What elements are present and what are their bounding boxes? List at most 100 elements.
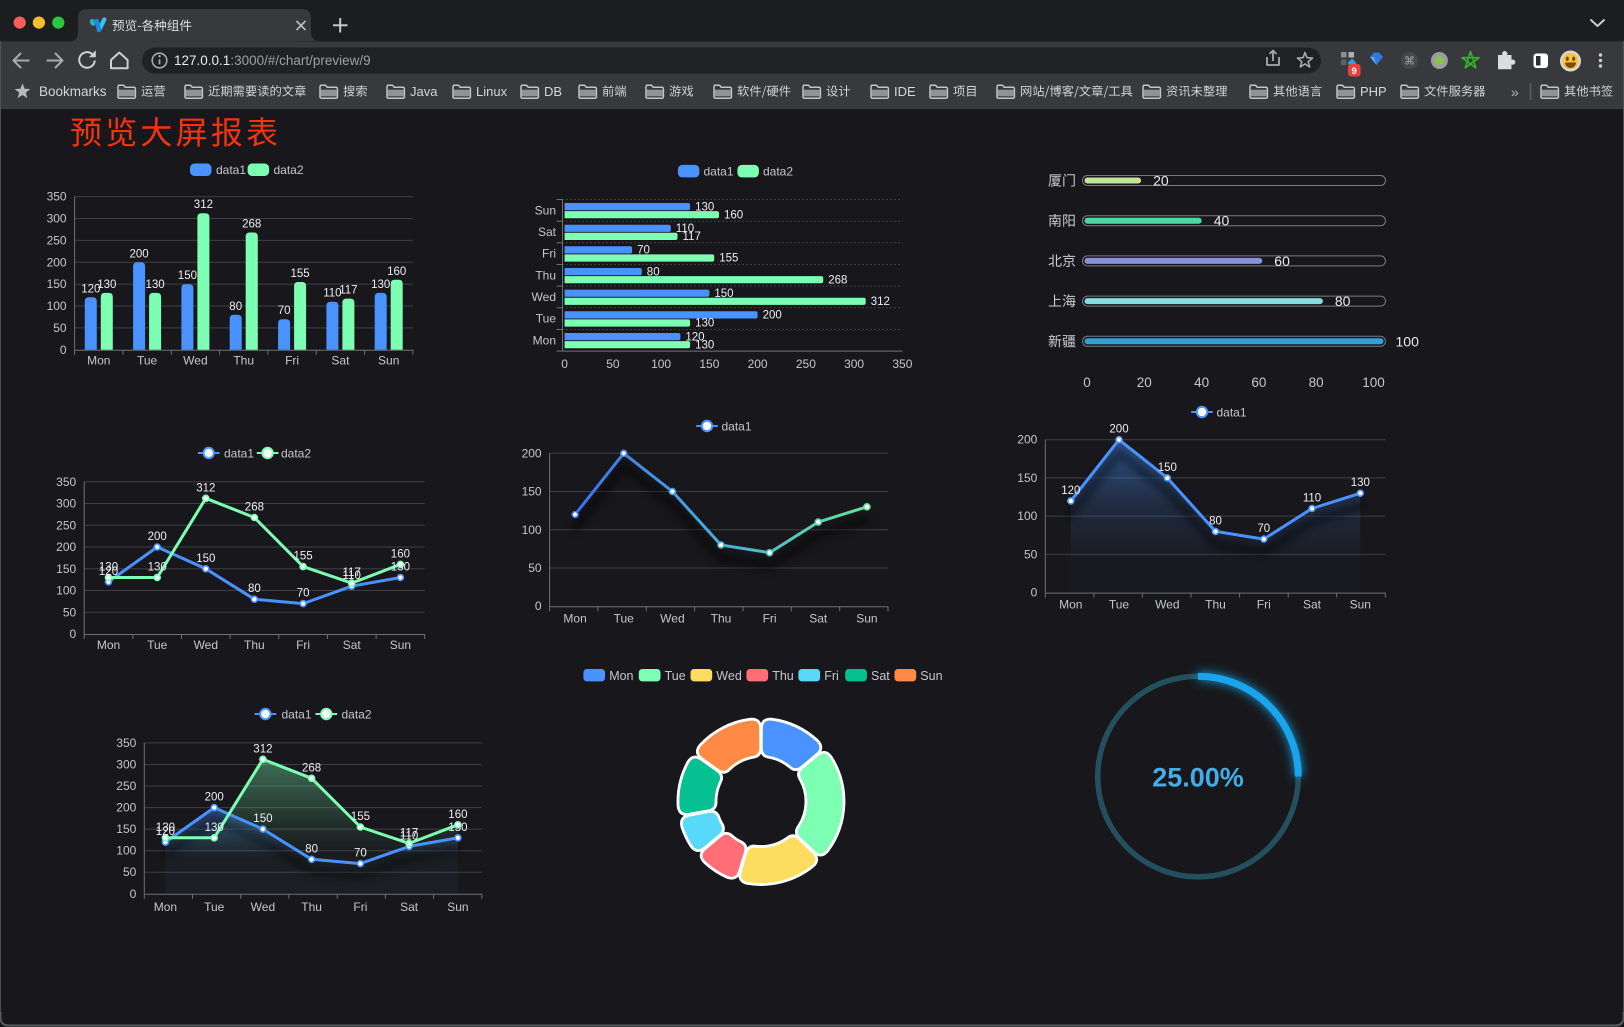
svg-text:117: 117	[683, 231, 701, 243]
svg-text:130: 130	[205, 822, 224, 834]
svg-text:»: »	[1511, 84, 1519, 100]
svg-text:20: 20	[1137, 375, 1152, 390]
svg-text:40: 40	[1214, 213, 1230, 229]
svg-text:40: 40	[1194, 375, 1209, 390]
svg-text:200: 200	[130, 248, 149, 260]
svg-text:130: 130	[148, 562, 167, 574]
svg-text:data2: data2	[342, 707, 372, 721]
svg-text:70: 70	[1257, 523, 1270, 535]
svg-text:155: 155	[351, 811, 370, 823]
svg-text:350: 350	[892, 357, 912, 371]
svg-text:Fri: Fri	[763, 612, 777, 626]
svg-text:130: 130	[391, 562, 410, 574]
svg-text:Fri: Fri	[285, 354, 299, 368]
svg-text:130: 130	[97, 279, 116, 291]
svg-text:130: 130	[156, 822, 175, 834]
svg-text:150: 150	[196, 553, 215, 565]
svg-text:130: 130	[695, 201, 714, 213]
svg-text:Fri: Fri	[824, 669, 839, 683]
svg-text:200: 200	[116, 801, 136, 815]
svg-text:300: 300	[844, 357, 864, 371]
svg-text:Sun: Sun	[856, 612, 877, 626]
svg-text:127.0.0.1:3000/#/chart/preview: 127.0.0.1:3000/#/chart/preview/9	[174, 53, 371, 68]
svg-text:Java: Java	[410, 84, 438, 99]
svg-text:Wed: Wed	[183, 354, 207, 368]
svg-text:150: 150	[699, 357, 719, 371]
svg-text:50: 50	[528, 561, 542, 575]
svg-text:150: 150	[1017, 471, 1037, 485]
svg-text:Wed: Wed	[194, 638, 218, 652]
svg-text:268: 268	[302, 762, 321, 774]
svg-text:data1: data1	[704, 164, 734, 178]
svg-text:130: 130	[695, 339, 714, 351]
svg-text:130: 130	[448, 822, 467, 834]
svg-text:117: 117	[343, 567, 361, 579]
svg-text:DB: DB	[544, 84, 562, 99]
svg-text:data2: data2	[763, 164, 793, 178]
svg-text:312: 312	[194, 199, 213, 211]
svg-text:Mon: Mon	[87, 354, 110, 368]
svg-text:Thu: Thu	[772, 669, 794, 683]
svg-text:Tue: Tue	[147, 638, 168, 652]
svg-text:200: 200	[148, 531, 167, 543]
svg-text:20: 20	[1153, 173, 1169, 189]
svg-text:⌘: ⌘	[1404, 55, 1415, 67]
svg-text:100: 100	[1396, 333, 1420, 349]
svg-text:0: 0	[70, 627, 77, 641]
svg-text:150: 150	[522, 485, 542, 499]
svg-text:268: 268	[828, 274, 847, 286]
svg-text:150: 150	[56, 562, 76, 576]
svg-text:Linux: Linux	[476, 84, 508, 99]
svg-text:155: 155	[294, 551, 313, 563]
svg-text:100: 100	[1017, 509, 1037, 523]
svg-text:80: 80	[1309, 375, 1324, 390]
svg-text:155: 155	[719, 253, 738, 265]
svg-text:200: 200	[205, 792, 224, 804]
svg-text:50: 50	[1024, 547, 1038, 561]
svg-text:130: 130	[371, 279, 390, 291]
svg-text:120: 120	[81, 283, 100, 295]
svg-text:150: 150	[47, 277, 67, 291]
svg-text:70: 70	[637, 245, 650, 257]
svg-text:100: 100	[116, 844, 136, 858]
svg-text:80: 80	[305, 843, 318, 855]
svg-text:Sat: Sat	[343, 638, 362, 652]
svg-text:150: 150	[178, 270, 197, 282]
svg-text:Sat: Sat	[871, 669, 890, 683]
svg-text:350: 350	[47, 190, 67, 204]
svg-text:150: 150	[714, 288, 733, 300]
svg-text:250: 250	[47, 233, 67, 247]
svg-text:250: 250	[56, 518, 76, 532]
svg-text:100: 100	[651, 357, 671, 371]
svg-text:Mon: Mon	[154, 900, 177, 914]
svg-text:268: 268	[242, 219, 261, 231]
svg-text:Sun: Sun	[378, 354, 399, 368]
svg-text:Sat: Sat	[400, 900, 419, 914]
svg-text:Thu: Thu	[535, 268, 556, 282]
svg-text:0: 0	[535, 599, 542, 613]
svg-text:120: 120	[156, 826, 175, 838]
svg-text:120: 120	[1061, 485, 1080, 497]
svg-text:Mon: Mon	[97, 638, 120, 652]
svg-text:150: 150	[116, 822, 136, 836]
svg-text:Tue: Tue	[536, 312, 557, 326]
svg-text:Wed: Wed	[251, 900, 275, 914]
svg-text:IDE: IDE	[894, 84, 916, 99]
svg-text:Mon: Mon	[533, 333, 556, 347]
svg-text:70: 70	[354, 848, 367, 860]
svg-text:160: 160	[391, 548, 410, 560]
svg-text:25.00%: 25.00%	[1152, 763, 1244, 793]
svg-text:data1: data1	[1217, 405, 1247, 419]
svg-text:130: 130	[1351, 477, 1370, 489]
svg-text:300: 300	[47, 212, 67, 226]
svg-text:Sun: Sun	[1350, 598, 1371, 612]
svg-text:Tue: Tue	[665, 669, 686, 683]
svg-text:50: 50	[53, 321, 67, 335]
svg-text:Tue: Tue	[614, 612, 635, 626]
svg-text:160: 160	[448, 809, 467, 821]
svg-text:Sat: Sat	[1303, 598, 1322, 612]
svg-text:100: 100	[56, 584, 76, 598]
svg-text:110: 110	[323, 288, 341, 300]
svg-text:312: 312	[253, 743, 272, 755]
svg-text:200: 200	[56, 540, 76, 554]
